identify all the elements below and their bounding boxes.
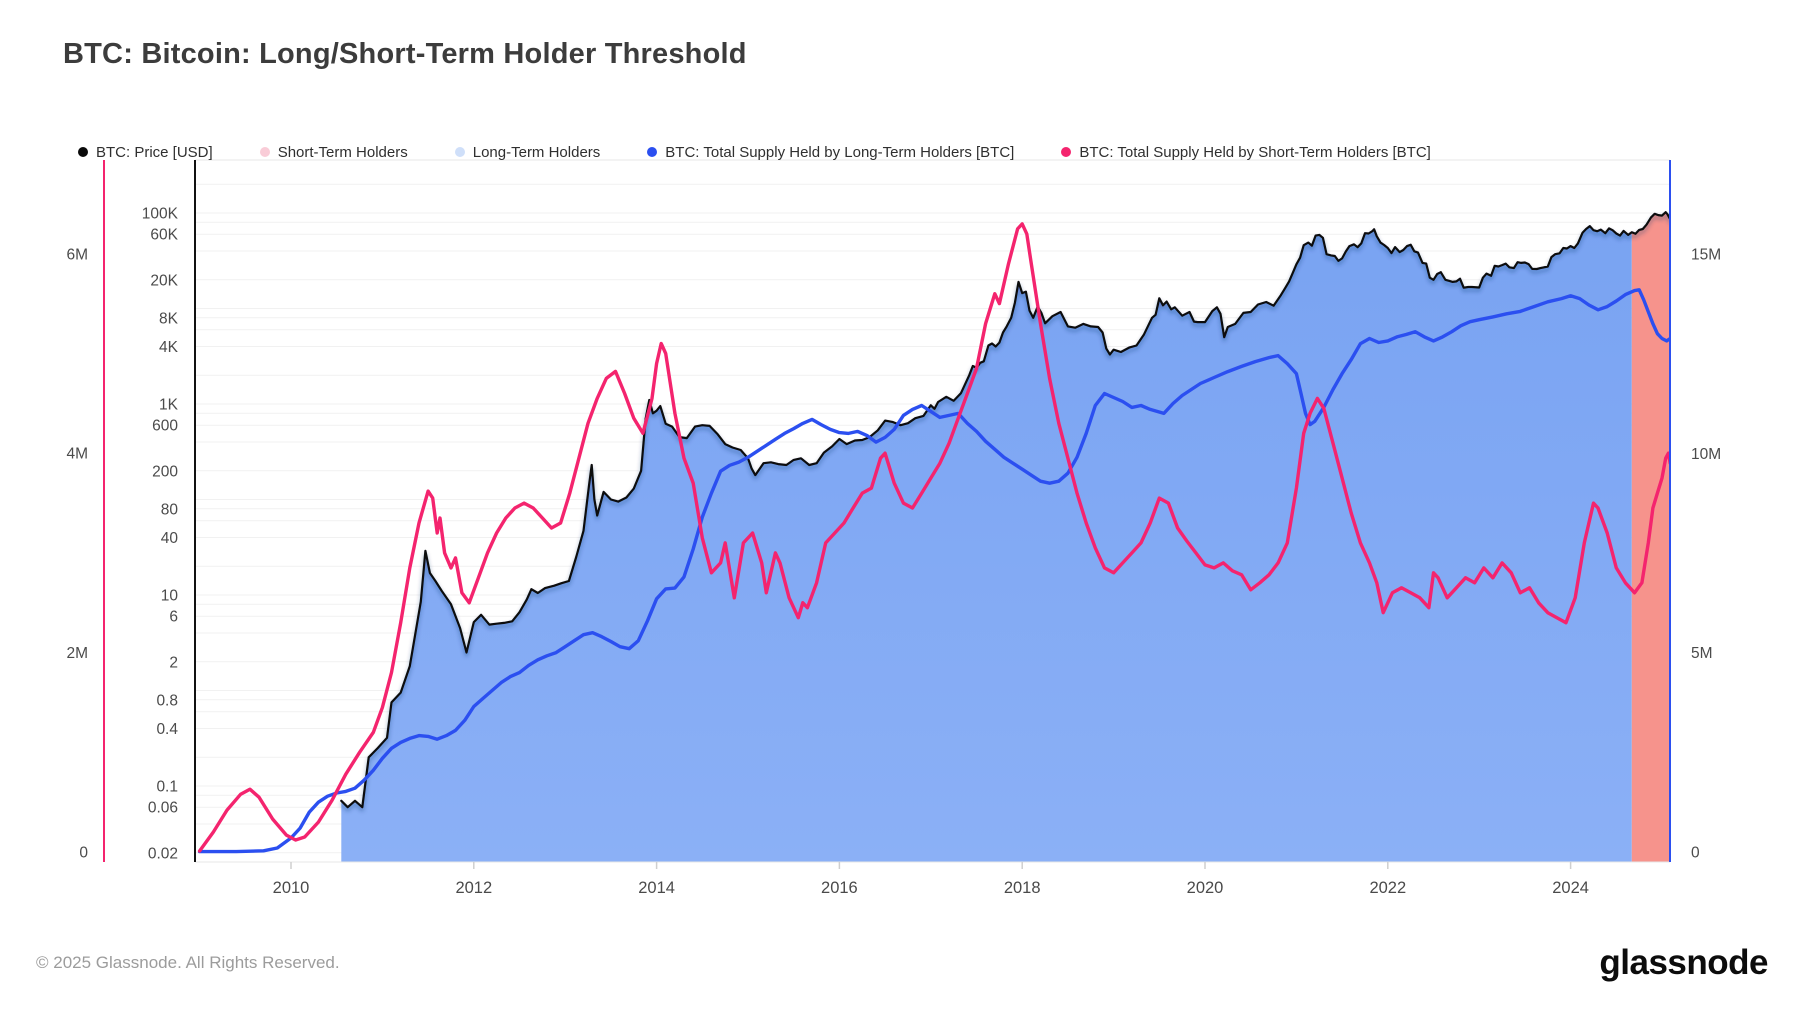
svg-text:0.8: 0.8 <box>156 692 178 709</box>
svg-text:2022: 2022 <box>1369 879 1406 897</box>
svg-text:600: 600 <box>152 418 178 435</box>
svg-text:5M: 5M <box>1691 645 1713 662</box>
short-term-region-fill <box>1631 212 1670 862</box>
lth-supply-line <box>197 288 1670 854</box>
legend-item-label: Long-Term Holders <box>472 143 601 161</box>
svg-text:80: 80 <box>161 501 179 518</box>
legend-item-sth-region[interactable]: Short-Term Holders <box>259 143 408 161</box>
svg-text:2: 2 <box>169 654 178 671</box>
svg-text:2010: 2010 <box>273 879 310 897</box>
svg-text:6: 6 <box>169 609 178 626</box>
svg-text:0.06: 0.06 <box>148 800 178 817</box>
page-title: BTC: Bitcoin: Long/Short-Term Holder Thr… <box>63 38 747 70</box>
legend-item-lth-supply[interactable]: BTC: Total Supply Held by Long-Term Hold… <box>647 144 1014 161</box>
legend-item-label: BTC: Total Supply Held by Short-Term Hol… <box>1079 143 1431 161</box>
svg-text:0.02: 0.02 <box>148 845 178 862</box>
svg-text:0: 0 <box>79 845 88 862</box>
svg-text:15M: 15M <box>1691 247 1721 264</box>
svg-text:60K: 60K <box>150 227 178 244</box>
legend-item-lth-region[interactable]: Long-Term Holders <box>454 143 601 161</box>
x-axis: 2010 2012 2014 2016 2018 2020 2022 2024 <box>273 862 1589 897</box>
svg-text:6M: 6M <box>66 246 88 263</box>
sth-supply-line <box>197 222 1670 853</box>
svg-text:40: 40 <box>161 530 179 547</box>
svg-text:2020: 2020 <box>1187 879 1224 897</box>
legend-dot-icon <box>647 147 658 157</box>
legend-item-price[interactable]: BTC: Price [USD] <box>78 144 213 161</box>
long-term-region-fill <box>341 226 1632 862</box>
svg-text:20K: 20K <box>150 272 178 289</box>
legend-dot-icon <box>454 147 465 157</box>
svg-text:2M: 2M <box>66 645 88 662</box>
legend-item-sth-supply[interactable]: BTC: Total Supply Held by Short-Term Hol… <box>1061 144 1431 161</box>
copyright-text: © 2025 Glassnode. All Rights Reserved. <box>36 953 340 972</box>
chart-legend: BTC: Price [USD] Short-Term Holders Long-T… <box>78 141 1478 163</box>
svg-text:2014: 2014 <box>638 879 675 897</box>
legend-dot-icon <box>78 147 88 157</box>
lth-axis-labels: 0 5M 10M 15M <box>1691 247 1721 862</box>
svg-text:10: 10 <box>161 588 179 605</box>
svg-text:4K: 4K <box>159 339 179 356</box>
svg-text:2024: 2024 <box>1552 879 1589 897</box>
svg-text:200: 200 <box>152 463 178 480</box>
legend-item-label: BTC: Total Supply Held by Long-Term Hold… <box>665 143 1015 161</box>
legend-dot-icon <box>259 147 270 157</box>
svg-text:2016: 2016 <box>821 879 858 897</box>
svg-text:10M: 10M <box>1691 446 1721 463</box>
legend-dot-icon <box>1061 147 1072 157</box>
svg-text:2012: 2012 <box>455 879 492 897</box>
svg-text:8K: 8K <box>159 310 179 327</box>
sth-axis-labels: 0 2M 4M 6M <box>66 246 88 861</box>
price-axis-labels: 100K 60K 20K 8K 4K 1K 600 200 80 40 10 6 2 0.8 0.4 0.1 0… <box>142 206 179 863</box>
svg-text:1K: 1K <box>159 397 179 414</box>
legend-item-label: BTC: Price [USD] <box>96 143 213 161</box>
svg-text:0.4: 0.4 <box>156 721 178 738</box>
glassnode-logo: glassnode <box>1599 943 1768 982</box>
svg-text:0.1: 0.1 <box>156 779 178 796</box>
svg-text:0: 0 <box>1691 845 1700 862</box>
svg-text:100K: 100K <box>142 206 179 223</box>
svg-text:4M: 4M <box>66 446 88 463</box>
svg-text:2018: 2018 <box>1004 879 1041 897</box>
price-line <box>340 211 1670 809</box>
legend-item-label: Short-Term Holders <box>277 143 408 161</box>
